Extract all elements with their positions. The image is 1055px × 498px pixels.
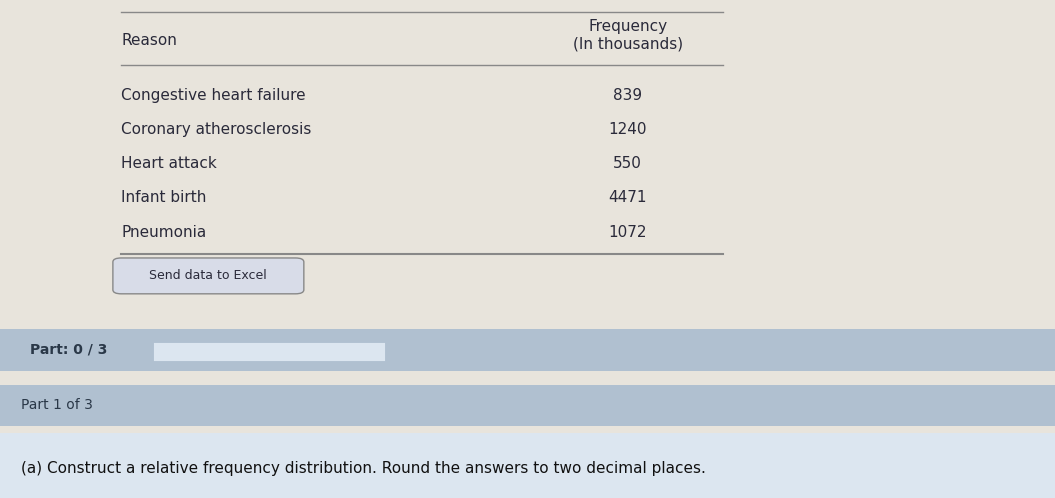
Bar — [0, 433, 1055, 498]
FancyBboxPatch shape — [113, 258, 304, 294]
Text: 1240: 1240 — [609, 122, 647, 137]
Text: 1072: 1072 — [609, 225, 647, 240]
Bar — [153, 342, 385, 361]
Bar — [0, 329, 1055, 371]
Text: Frequency
(In thousands): Frequency (In thousands) — [573, 18, 683, 51]
Text: Infant birth: Infant birth — [121, 190, 207, 205]
Text: Send data to Excel: Send data to Excel — [150, 269, 267, 282]
Text: Reason: Reason — [121, 33, 177, 48]
Text: 550: 550 — [613, 156, 642, 171]
Text: 839: 839 — [613, 88, 642, 103]
Bar — [0, 385, 1055, 426]
Text: Coronary atherosclerosis: Coronary atherosclerosis — [121, 122, 311, 137]
Text: Pneumonia: Pneumonia — [121, 225, 207, 240]
Text: Congestive heart failure: Congestive heart failure — [121, 88, 306, 103]
Text: 4471: 4471 — [609, 190, 647, 205]
Text: Part 1 of 3: Part 1 of 3 — [21, 398, 93, 412]
Text: Heart attack: Heart attack — [121, 156, 217, 171]
Text: (a) Construct a relative frequency distribution. Round the answers to two decima: (a) Construct a relative frequency distr… — [21, 461, 706, 476]
Bar — [0, 371, 1055, 385]
Bar — [0, 426, 1055, 433]
Text: Part: 0 / 3: Part: 0 / 3 — [30, 343, 107, 357]
